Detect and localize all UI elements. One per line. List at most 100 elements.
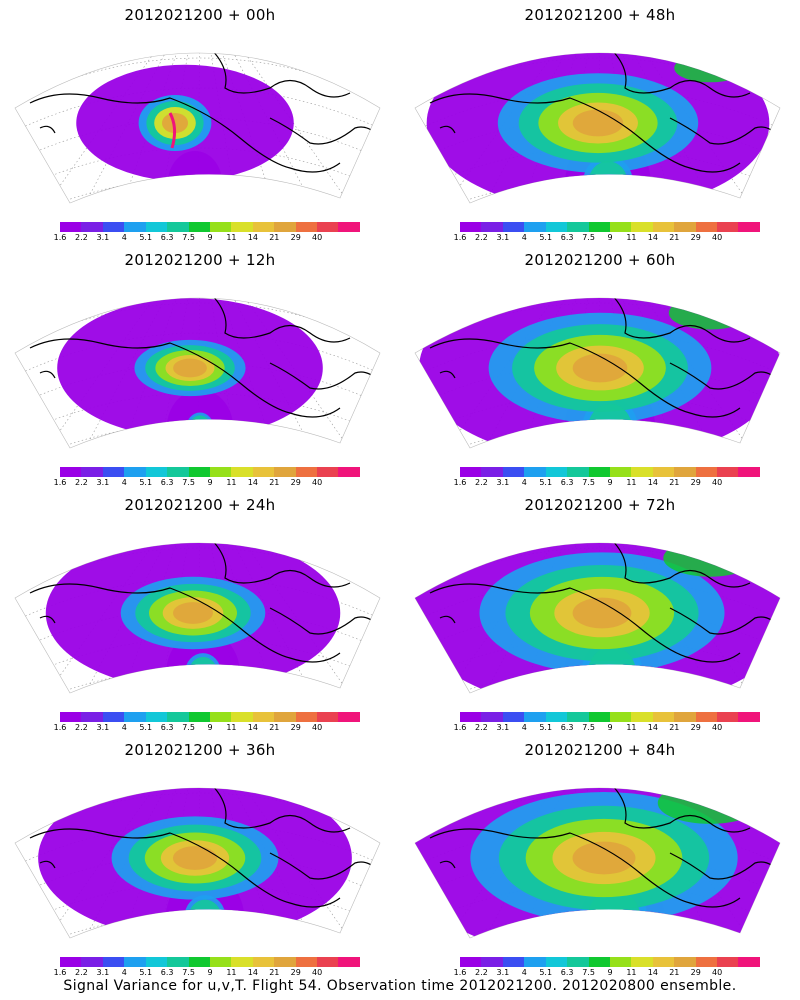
colorbar-swatch [295,467,318,477]
colorbar-swatch [567,467,589,477]
colorbar-tick-label: 4 [521,723,527,732]
colorbar-ticks: 1.6 2.2 3.1 4 5.1 6.3 7.5 9 11 14 21 29 40 [454,478,760,488]
colorbar-swatch [338,222,360,232]
map-panel: 2012021200 + 00h 1.6 2.2 3.1 4 5.1 6.3 7.5 9 11 14… [0,0,400,245]
colorbar-tick-label: 29 [690,478,701,487]
colorbar-swatch [317,222,339,232]
colorbar-tick-label: 5.1 [539,723,553,732]
colorbar-swatch [124,712,146,722]
colorbar-swatch [652,467,675,477]
colorbar-tick-label: 40 [712,723,723,732]
panel-title: 2012021200 + 84h [524,741,676,759]
colorbar-tick-label: 7.5 [182,723,195,732]
colorbar-tick-label: 4 [121,723,127,732]
colorbar-tick-label: 40 [312,233,323,242]
colorbar [460,222,760,232]
colorbar-swatch [102,957,125,967]
colorbar-tick-label: 14 [647,478,658,487]
colorbar-tick-label: 14 [647,723,658,732]
colorbar-swatch [274,957,296,967]
colorbar-swatch [502,467,525,477]
colorbar-tick-label: 9 [607,723,613,732]
colorbar-swatch [502,957,525,967]
colorbar-swatch [695,957,718,967]
colorbar-tick-label: 21 [269,723,280,732]
colorbar-tick-label: 14 [647,968,658,977]
colorbar-swatch [652,957,675,967]
colorbar-swatch [567,957,589,967]
colorbar-swatch [460,467,482,477]
colorbar-swatch [588,957,610,967]
colorbar-swatch [674,957,696,967]
polar-map [414,52,781,204]
colorbar-tick-label: 9 [607,233,613,242]
colorbar-swatch [102,467,125,477]
colorbar-swatch [674,712,696,722]
colorbar-swatch [481,467,503,477]
figure-caption: Signal Variance for u,v,T. Flight 54. Ob… [63,978,737,994]
colorbar-swatch [209,467,232,477]
colorbar-swatch [588,467,610,477]
colorbar-tick-label: 40 [312,968,323,977]
colorbar-swatch [674,467,696,477]
colorbar-tick-label: 6.3 [560,478,574,487]
colorbar-swatch [167,712,189,722]
map-panel: 2012021200 + 36h 1.6 2.2 3.1 4 5.1 6.3 7.5 9 11 14… [0,735,400,980]
map-panel: 2012021200 + 48h 1.6 2.2 3.1 4 5.1 6.3 7.5 9 11 14… [400,0,800,245]
colorbar-swatch [524,222,546,232]
colorbar-swatch [631,712,653,722]
colorbar-tick-label: 9 [207,478,213,487]
colorbar-swatch [717,467,739,477]
colorbar-swatch [295,222,318,232]
colorbar-swatch [317,712,339,722]
colorbar-swatch [124,222,146,232]
colorbar-ticks: 1.6 2.2 3.1 4 5.1 6.3 7.5 9 11 14 21 29 40 [454,723,760,733]
colorbar-swatch [609,222,632,232]
colorbar-swatch [145,222,168,232]
colorbar-tick-label: 29 [690,233,701,242]
colorbar-tick-label: 9 [607,478,613,487]
polar-map [414,542,781,694]
colorbar-tick-label: 1.6 [453,968,467,977]
colorbar-tick-label: 2.2 [475,233,488,242]
polar-map [414,297,781,449]
colorbar-swatch [252,957,275,967]
colorbar-swatch [81,957,103,967]
colorbar-tick-label: 2.2 [75,233,88,242]
colorbar-swatch [231,467,253,477]
colorbar-tick-label: 21 [269,478,280,487]
colorbar-swatch [652,712,675,722]
colorbar-tick-label: 1.6 [53,478,67,487]
colorbar-swatch [188,957,210,967]
colorbar-tick-label: 1.6 [53,233,67,242]
colorbar-tick-label: 4 [121,968,127,977]
colorbar-ticks: 1.6 2.2 3.1 4 5.1 6.3 7.5 9 11 14 21 29 40 [54,233,360,243]
colorbar-tick-label: 11 [626,233,637,242]
panel-title: 2012021200 + 60h [524,251,676,269]
colorbar-tick-label: 21 [669,723,680,732]
colorbar-tick-label: 14 [247,723,258,732]
colorbar-tick-label: 29 [690,968,701,977]
polar-map [14,787,381,939]
colorbar-tick-label: 4 [521,233,527,242]
colorbar-swatch [738,222,760,232]
colorbar-swatch [81,222,103,232]
colorbar-swatch [209,957,232,967]
colorbar-tick-label: 40 [712,233,723,242]
colorbar-tick-label: 11 [226,723,237,732]
panel-title: 2012021200 + 00h [124,6,276,24]
colorbar-swatch [295,957,318,967]
colorbar-swatch [145,712,168,722]
colorbar [60,222,360,232]
colorbar-swatch [567,712,589,722]
colorbar [460,957,760,967]
colorbar-tick-label: 3.1 [496,723,510,732]
colorbar-tick-label: 6.3 [160,233,174,242]
colorbar-swatch [60,957,82,967]
colorbar-tick-label: 6.3 [560,233,574,242]
colorbar-tick-label: 5.1 [139,723,153,732]
colorbar-tick-label: 7.5 [582,968,595,977]
colorbar-swatch [652,222,675,232]
colorbar-swatch [231,222,253,232]
colorbar-swatch [188,222,210,232]
